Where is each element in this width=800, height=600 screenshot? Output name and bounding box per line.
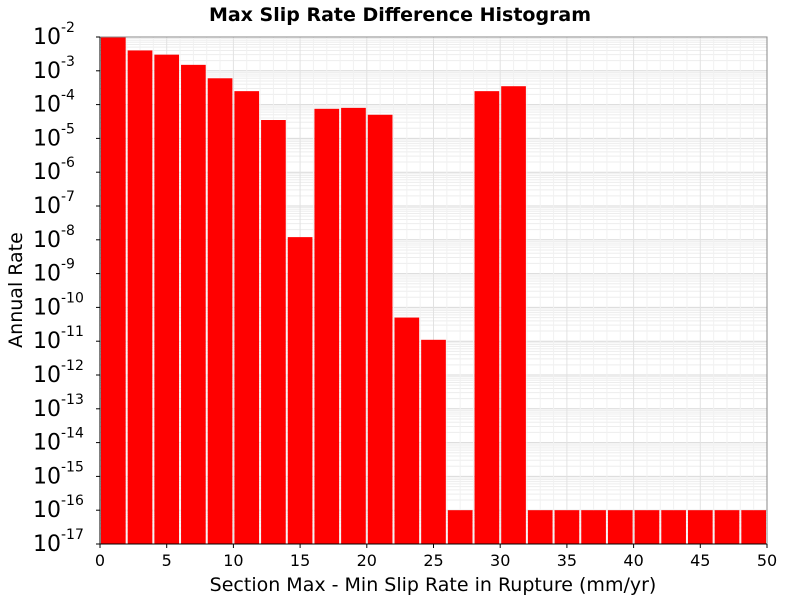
- y-tick-exponent: -3: [61, 54, 75, 70]
- y-tick-label: 10: [33, 498, 61, 523]
- histogram-bar: [367, 114, 393, 544]
- y-tick-label: 10: [33, 464, 61, 489]
- histogram-bar: [474, 91, 500, 544]
- y-tick-label: 10: [33, 262, 61, 287]
- histogram-bar: [634, 510, 660, 544]
- y-tick-exponent: -9: [61, 257, 75, 273]
- histogram-bar: [101, 37, 126, 544]
- histogram-bar: [421, 339, 446, 544]
- x-tick-label: 15: [290, 551, 310, 570]
- y-tick-exponent: -11: [61, 324, 84, 340]
- chart-title: Max Slip Rate Difference Histogram: [209, 4, 591, 26]
- y-tick-label: 10: [33, 25, 61, 50]
- y-tick-exponent: -10: [61, 290, 84, 306]
- histogram-bar: [234, 91, 260, 544]
- y-tick-label: 10: [33, 228, 61, 253]
- x-tick-label: 45: [690, 551, 710, 570]
- x-tick-label: 30: [490, 551, 510, 570]
- histogram-bar: [527, 510, 553, 544]
- y-tick-exponent: -15: [61, 459, 84, 475]
- y-tick-label: 10: [33, 431, 61, 456]
- histogram-bar: [207, 78, 233, 544]
- x-tick-label: 35: [557, 551, 577, 570]
- x-axis-ticks: 0 5 10 15 20 25 30 35 40 45 50: [95, 544, 777, 570]
- histogram-bar: [261, 120, 286, 544]
- y-tick-label: 10: [33, 363, 61, 388]
- histogram-bar: [554, 510, 580, 544]
- y-tick-label: 10: [33, 59, 61, 84]
- histogram-bar: [607, 510, 633, 544]
- y-tick-label: 10: [33, 329, 61, 354]
- histogram-bar: [741, 510, 766, 544]
- x-tick-label: 10: [223, 551, 243, 570]
- y-tick-label: 10: [33, 194, 61, 219]
- bars: [101, 37, 766, 545]
- x-tick-label: 20: [357, 551, 377, 570]
- histogram-bar: [127, 50, 153, 544]
- y-tick-exponent: -13: [61, 392, 84, 408]
- y-tick-exponent: -4: [61, 88, 75, 104]
- histogram-bar: [181, 64, 206, 544]
- histogram-bar: [314, 108, 340, 544]
- x-tick-label: 0: [95, 551, 105, 570]
- histogram-bar: [154, 54, 180, 544]
- y-tick-label: 10: [33, 126, 61, 151]
- x-axis-label: Section Max - Min Slip Rate in Rupture (…: [210, 574, 657, 596]
- y-tick-exponent: -2: [61, 20, 75, 36]
- y-axis-label: Annual Rate: [5, 232, 27, 348]
- y-tick-label: 10: [33, 532, 61, 557]
- histogram-bar: [661, 510, 686, 544]
- x-tick-label: 40: [623, 551, 643, 570]
- y-tick-label: 10: [33, 295, 61, 320]
- y-tick-label: 10: [33, 93, 61, 118]
- histogram-bar: [341, 107, 366, 545]
- histogram-bar: [714, 510, 740, 544]
- y-tick-exponent: -7: [61, 189, 75, 205]
- y-tick-exponent: -16: [61, 493, 84, 509]
- y-tick-exponent: -6: [61, 155, 75, 171]
- y-tick-exponent: -5: [61, 121, 75, 137]
- histogram-bar: [501, 86, 526, 544]
- x-tick-label: 50: [757, 551, 777, 570]
- x-tick-label: 5: [162, 551, 172, 570]
- y-tick-label: 10: [33, 397, 61, 422]
- y-axis-ticks: 10-1710-1610-1510-1410-1310-1210-1110-10…: [33, 20, 100, 557]
- y-tick-exponent: -8: [61, 223, 75, 239]
- histogram-bar: [394, 317, 420, 544]
- histogram-bar: [447, 510, 473, 544]
- histogram-bar: [687, 510, 713, 544]
- histogram-bar: [581, 510, 606, 544]
- y-tick-exponent: -12: [61, 358, 84, 374]
- y-tick-exponent: -17: [61, 527, 84, 543]
- y-tick-exponent: -14: [61, 426, 84, 442]
- y-tick-label: 10: [33, 160, 61, 185]
- x-tick-label: 25: [423, 551, 443, 570]
- histogram-bar: [287, 237, 313, 545]
